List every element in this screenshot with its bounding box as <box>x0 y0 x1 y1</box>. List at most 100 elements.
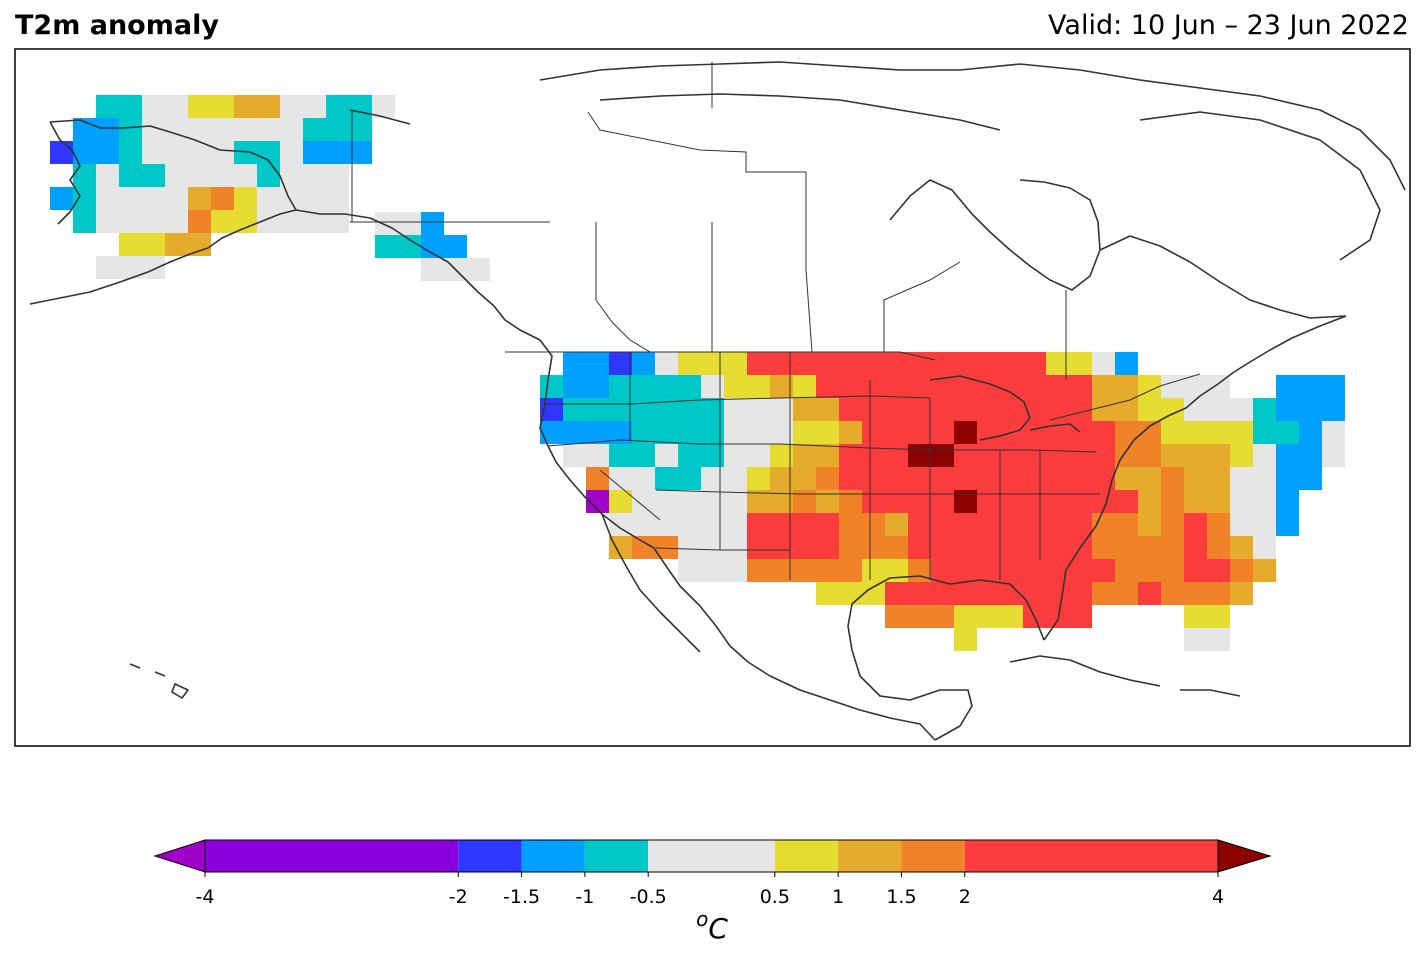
grid-cell <box>1138 375 1161 398</box>
grid-cell <box>655 421 678 444</box>
grid-cell <box>839 444 862 467</box>
grid-cell <box>1023 467 1046 490</box>
grid-cell <box>1184 421 1207 444</box>
grid-cell <box>839 352 862 375</box>
colorbar-tick-label: 0.5 <box>760 886 790 908</box>
grid-cell <box>73 164 96 187</box>
grid-cell <box>816 559 839 582</box>
grid-cell <box>280 141 303 164</box>
colorbar-segment <box>205 840 459 872</box>
grid-cell <box>73 141 96 164</box>
colorbar: -4 -2 -1.5 -1 -0.5 0.5 1 1.5 2 4 <box>153 839 1272 908</box>
grid-cell <box>1138 398 1161 421</box>
grid-cell <box>188 164 211 187</box>
grid-cell <box>931 352 954 375</box>
grid-cell <box>724 444 747 467</box>
grid-cell <box>96 256 119 279</box>
grid-cell <box>119 256 142 279</box>
grid-cell <box>1138 467 1161 490</box>
grid-cell <box>724 375 747 398</box>
grid-cell <box>1276 444 1299 467</box>
grid-cell <box>1184 536 1207 559</box>
grid-cell <box>280 210 303 233</box>
grid-cell <box>96 141 119 164</box>
grid-cell <box>816 421 839 444</box>
grid-cell <box>954 444 977 467</box>
grid-cell <box>678 490 701 513</box>
colorbar-tick-label: -1.5 <box>503 886 540 908</box>
grid-cell <box>632 444 655 467</box>
grid-cell <box>770 421 793 444</box>
grid-cell <box>885 605 908 628</box>
grid-cell <box>142 187 165 210</box>
grid-cell <box>793 375 816 398</box>
grid-cell <box>326 210 349 233</box>
grid-cell <box>839 559 862 582</box>
grid-cell <box>1322 421 1345 444</box>
grid-cell <box>1322 444 1345 467</box>
grid-cell <box>142 141 165 164</box>
grid-cell <box>234 95 257 118</box>
grid-cell <box>1253 467 1276 490</box>
grid-cell <box>931 421 954 444</box>
colorbar-frame <box>204 839 1219 873</box>
grid-cell <box>609 490 632 513</box>
grid-cell <box>1046 513 1069 536</box>
grid-cell <box>1161 513 1184 536</box>
grid-cell <box>839 582 862 605</box>
grid-cell <box>50 141 73 164</box>
grid-cell <box>257 187 280 210</box>
grid-cell <box>1069 559 1092 582</box>
grid-cell <box>655 513 678 536</box>
grid-cell <box>1276 467 1299 490</box>
grid-cell <box>954 375 977 398</box>
grid-cell <box>1207 421 1230 444</box>
grid-cell <box>655 352 678 375</box>
admin-borders <box>350 62 1201 580</box>
grid-cell <box>931 582 954 605</box>
grid-cell <box>632 375 655 398</box>
grid-cell <box>931 375 954 398</box>
grid-cell <box>977 375 1000 398</box>
grid-cell <box>1046 605 1069 628</box>
grid-cell <box>632 398 655 421</box>
grid-cell <box>1046 398 1069 421</box>
grid-cell <box>1046 444 1069 467</box>
grid-cell <box>770 467 793 490</box>
grid-cell <box>467 258 490 281</box>
grid-cell <box>908 605 931 628</box>
grid-cell <box>303 95 326 118</box>
grid-cell <box>303 141 326 164</box>
colorbar-tick-label: 1 <box>832 886 844 908</box>
grid-cell <box>862 559 885 582</box>
grid-cell <box>609 536 632 559</box>
grid-cell <box>1115 582 1138 605</box>
grid-cell <box>211 118 234 141</box>
grid-cell <box>1000 398 1023 421</box>
grid-cell <box>234 187 257 210</box>
grid-cell <box>1207 605 1230 628</box>
grid-cell <box>701 559 724 582</box>
grid-cell <box>96 118 119 141</box>
grid-cell <box>50 187 73 210</box>
grid-cell <box>188 187 211 210</box>
grid-cell <box>862 375 885 398</box>
grid-cell <box>1138 536 1161 559</box>
grid-cell <box>1092 490 1115 513</box>
grid-cell <box>1069 467 1092 490</box>
grid-cell <box>1253 490 1276 513</box>
grid-cell <box>977 467 1000 490</box>
grid-cell <box>609 421 632 444</box>
grid-cell <box>142 256 165 279</box>
grid-cell <box>1276 513 1299 536</box>
colorbar-unit-letter: C <box>708 912 728 945</box>
grid-cell <box>563 444 586 467</box>
grid-cell <box>1000 490 1023 513</box>
grid-cell <box>234 164 257 187</box>
grid-cell <box>977 398 1000 421</box>
grid-cell <box>1046 421 1069 444</box>
grid-cell <box>1023 559 1046 582</box>
grid-cell <box>1115 536 1138 559</box>
grid-cell <box>142 164 165 187</box>
colorbar-over-arrow <box>1217 839 1272 873</box>
